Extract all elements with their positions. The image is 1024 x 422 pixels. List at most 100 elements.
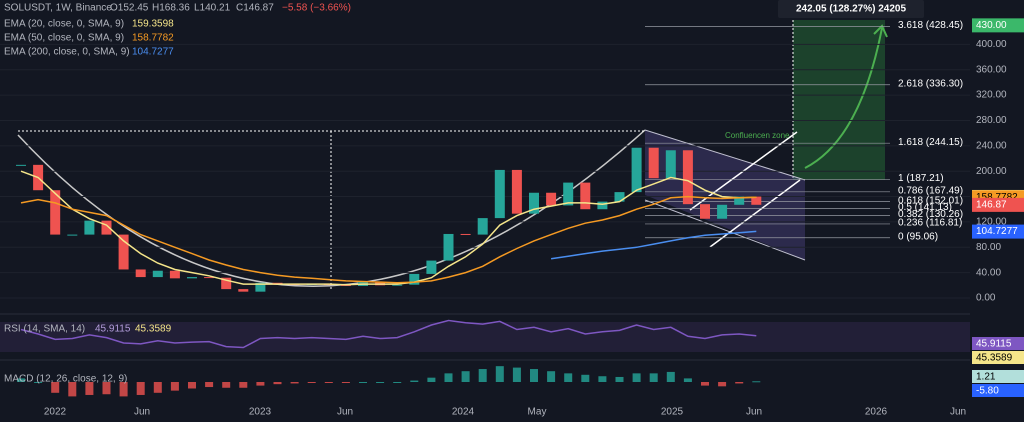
macd-bar <box>136 382 145 395</box>
legend-value: 158.7782 <box>132 33 174 44</box>
macd-bar <box>307 382 316 383</box>
candle <box>50 190 61 235</box>
macd-bar <box>170 382 179 391</box>
candle <box>238 289 249 292</box>
macd-bar <box>222 382 231 388</box>
legend-value: 159.3598 <box>132 19 174 30</box>
fib-label: 0 (95.06) <box>898 231 938 242</box>
fib-label: 2.618 (336.30) <box>898 78 963 89</box>
projection-label-bg <box>778 0 924 18</box>
projection-box <box>793 20 885 180</box>
price-tag-label: 430.00 <box>976 20 1007 31</box>
macd-bar <box>649 373 658 382</box>
fib-label: 0.236 (116.81) <box>898 218 962 229</box>
macd-bar <box>632 373 641 382</box>
macd-bar <box>376 382 385 383</box>
x-tick-label: May <box>528 407 547 418</box>
candle <box>135 269 146 278</box>
fib-label: 0.786 (167.49) <box>898 185 963 196</box>
macd-bar <box>666 371 675 382</box>
rsi-tag-label: 45.3589 <box>976 353 1013 364</box>
y-tick-label: 280.00 <box>976 115 1007 126</box>
macd-bar <box>324 382 333 383</box>
fib-label: 3.618 (428.45) <box>898 20 963 31</box>
price-tag <box>972 197 1024 212</box>
macd-bar <box>461 371 470 382</box>
candle <box>648 147 659 179</box>
candle <box>494 169 505 219</box>
projection-arrow <box>804 27 883 169</box>
drawings <box>0 20 970 361</box>
x-tick-label: Jun <box>950 407 966 418</box>
rsi-value: 45.3589 <box>135 324 172 335</box>
macd-bar <box>598 376 607 382</box>
macd-bar <box>188 382 196 389</box>
rsi-tag <box>972 337 1024 350</box>
x-tick-label: 2022 <box>44 407 67 418</box>
fib-label: 0.382 (130.26) <box>898 209 963 220</box>
y-tick-label: 200.00 <box>976 166 1007 177</box>
candle <box>546 192 557 206</box>
macd-bar <box>410 380 419 382</box>
candle <box>84 220 95 235</box>
symbol: SOLUSDT, 1W, Binance <box>4 3 112 14</box>
price-tag <box>972 224 1024 239</box>
candle <box>477 218 488 235</box>
macd-bar <box>85 382 94 395</box>
rsi-tag <box>972 351 1024 364</box>
y-tick-label: 400.00 <box>976 39 1007 50</box>
macd-bar <box>119 382 128 397</box>
macd-bar <box>530 369 538 382</box>
macd-bar <box>735 382 744 384</box>
macd-tag <box>972 370 1024 383</box>
macd-bar <box>512 367 521 382</box>
x-tick-label: Jun <box>337 407 353 418</box>
candle <box>392 284 403 286</box>
macd-bar <box>290 382 299 384</box>
x-tick-label: 2026 <box>865 407 888 418</box>
candle <box>118 234 129 270</box>
macd-bar <box>34 382 43 383</box>
macd-bar <box>495 366 504 382</box>
price-tag-label: 158.7782 <box>976 192 1018 203</box>
fib-label: 0.618 (152.01) <box>898 195 963 206</box>
candle <box>255 282 266 292</box>
price-tag <box>972 18 1024 33</box>
macd-bar <box>205 382 214 388</box>
fib-label: 0.5 (141.13) <box>898 202 952 213</box>
legend-name: EMA (200, close, 0, SMA, 9) <box>4 47 130 58</box>
legend-name: EMA (20, close, 0, SMA, 9) <box>4 19 124 30</box>
ohlc: O152.45 <box>110 3 149 14</box>
candle <box>443 233 454 261</box>
candle <box>16 164 26 166</box>
candle <box>152 270 163 278</box>
y-tick-label: 80.00 <box>976 242 1001 253</box>
candle <box>614 192 625 202</box>
annotation: Confluencen zone <box>725 131 790 140</box>
macd-bar <box>581 374 590 382</box>
projection-label: 242.05 (128.27%) 24205 <box>796 4 907 15</box>
macd-bar <box>273 382 282 385</box>
macd-bar <box>17 378 25 382</box>
candle <box>700 204 710 219</box>
ohlc: H168.36 <box>152 3 190 14</box>
legend-name: EMA (50, close, 0, SMA, 9) <box>4 33 124 44</box>
macd-bar <box>51 382 60 393</box>
candle <box>597 201 608 210</box>
ema-line <box>20 195 757 284</box>
candle <box>426 260 437 274</box>
candle <box>717 204 728 219</box>
candle <box>511 169 522 214</box>
candle <box>409 273 420 285</box>
fib-label: 1.618 (244.15) <box>898 137 963 148</box>
macd-bar <box>683 378 692 382</box>
macd-bar <box>153 382 162 393</box>
candle <box>101 220 112 235</box>
candle <box>734 196 745 205</box>
candle <box>67 234 78 236</box>
x-tick-label: 2025 <box>661 407 684 418</box>
macd-bar <box>718 382 727 387</box>
fib-label: 1 (187.21) <box>898 173 944 184</box>
candle <box>529 192 539 214</box>
